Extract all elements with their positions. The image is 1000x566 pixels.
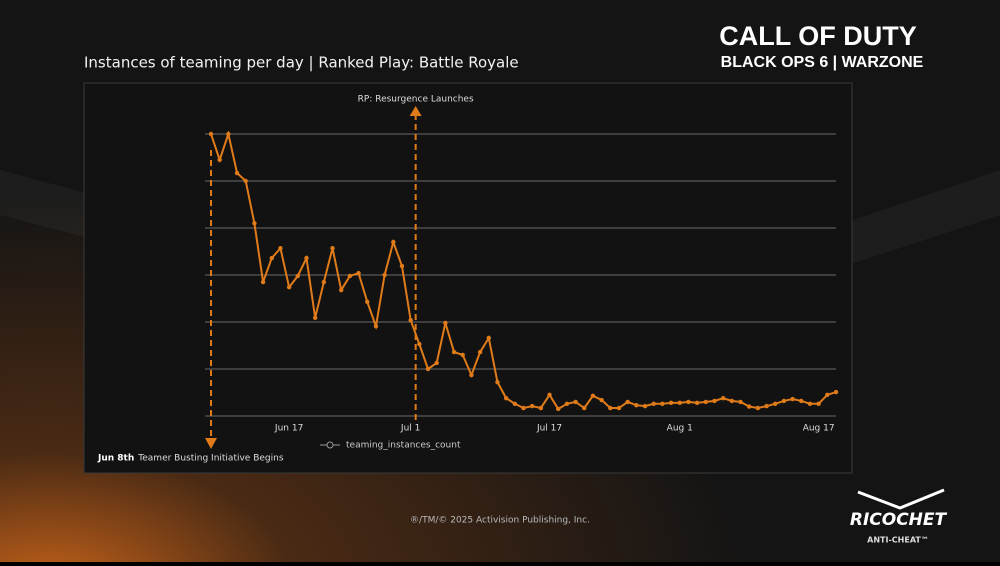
data-point <box>686 399 691 405</box>
data-point <box>226 131 231 137</box>
data-point <box>521 405 526 411</box>
data-point <box>304 255 309 261</box>
data-point <box>790 396 795 402</box>
data-point <box>608 405 613 411</box>
data-point <box>746 404 752 409</box>
data-point <box>660 401 665 406</box>
data-point <box>399 263 405 269</box>
annotation-label: Jun 8th <box>97 454 134 464</box>
data-point <box>651 401 656 406</box>
data-point <box>625 399 630 405</box>
data-point <box>729 398 735 404</box>
data-point <box>582 405 587 411</box>
data-point <box>495 379 500 385</box>
data-point <box>469 372 474 378</box>
data-point <box>556 406 561 412</box>
data-point <box>260 279 266 285</box>
data-point <box>816 401 821 406</box>
data-point <box>425 366 431 372</box>
data-point <box>321 279 327 285</box>
data-point <box>365 299 370 304</box>
data-point <box>252 221 257 226</box>
data-point <box>243 178 248 184</box>
logo-top: CALL OF DUTY <box>719 21 917 51</box>
data-point <box>712 398 717 404</box>
data-point <box>208 131 214 137</box>
data-point <box>677 400 682 406</box>
brand-mark <box>857 488 945 510</box>
data-point <box>451 349 457 355</box>
data-point <box>547 392 552 398</box>
data-point <box>781 398 787 404</box>
data-point <box>694 400 700 406</box>
copyright: ®/TM/© 2025 Activision Publishing, Inc. <box>410 516 590 526</box>
data-point <box>503 395 509 401</box>
data-point <box>642 403 648 409</box>
data-point <box>720 395 726 401</box>
data-point <box>347 273 353 279</box>
data-point <box>755 405 761 411</box>
data-point <box>460 352 465 358</box>
data-point <box>634 402 639 408</box>
legend-label: teaming_instances_count <box>346 441 461 451</box>
data-point <box>773 401 778 406</box>
arrow-head <box>409 106 422 116</box>
data-point <box>529 403 535 409</box>
data-point <box>330 246 335 251</box>
data-point <box>217 157 222 163</box>
data-point <box>538 405 544 411</box>
data-point <box>356 270 361 276</box>
data-point <box>295 273 301 279</box>
data-point <box>417 341 422 347</box>
x-tick-label: Aug 17 <box>803 424 835 434</box>
chart-title: Instances of teaming per day | Ranked Pl… <box>84 54 519 72</box>
x-tick-label: Aug 1 <box>667 424 693 434</box>
data-point <box>738 399 743 405</box>
data-point <box>833 389 839 395</box>
data-point <box>564 401 570 406</box>
data-point <box>269 255 274 261</box>
annotation-text: Teamer Busting Initiative Begins <box>137 454 284 464</box>
data-point <box>477 349 483 355</box>
data-point <box>807 401 813 406</box>
data-point <box>799 398 804 404</box>
data-point <box>764 403 769 409</box>
data-point <box>616 405 622 411</box>
legend-marker <box>326 441 334 449</box>
data-point <box>234 170 240 176</box>
data-point <box>703 399 708 405</box>
arrow-head <box>205 438 217 449</box>
data-point <box>573 399 578 405</box>
data-point <box>339 287 344 293</box>
chart-panel <box>83 82 853 474</box>
data-point <box>512 401 518 406</box>
data-point <box>382 272 387 278</box>
data-point <box>408 317 413 323</box>
x-tick-label: Jul 17 <box>536 424 562 434</box>
logo-bottom: BLACK OPS 6 | WARZONE <box>721 54 924 71</box>
data-point <box>312 315 318 320</box>
x-tick-label: Jun 17 <box>274 424 303 434</box>
data-point <box>373 324 379 329</box>
brand: RICOCHET <box>850 510 948 530</box>
annotation-text: RP: Resurgence Launches <box>358 95 474 105</box>
data-point <box>391 239 396 245</box>
data-point <box>486 335 491 341</box>
data-point <box>443 320 448 326</box>
data-point <box>668 400 674 406</box>
brand-sub: ANTI-CHEAT™ <box>867 536 929 545</box>
data-point <box>286 285 292 290</box>
data-point <box>599 397 604 403</box>
data-point <box>434 360 439 366</box>
data-point <box>278 246 283 251</box>
data-point <box>590 393 596 398</box>
x-tick-label: Jul 1 <box>400 424 420 434</box>
data-point <box>825 392 830 398</box>
plot: Jun 17 Jul 1 Jul 17 Aug 1 Aug 17 RP: Resurgen… <box>97 95 839 464</box>
